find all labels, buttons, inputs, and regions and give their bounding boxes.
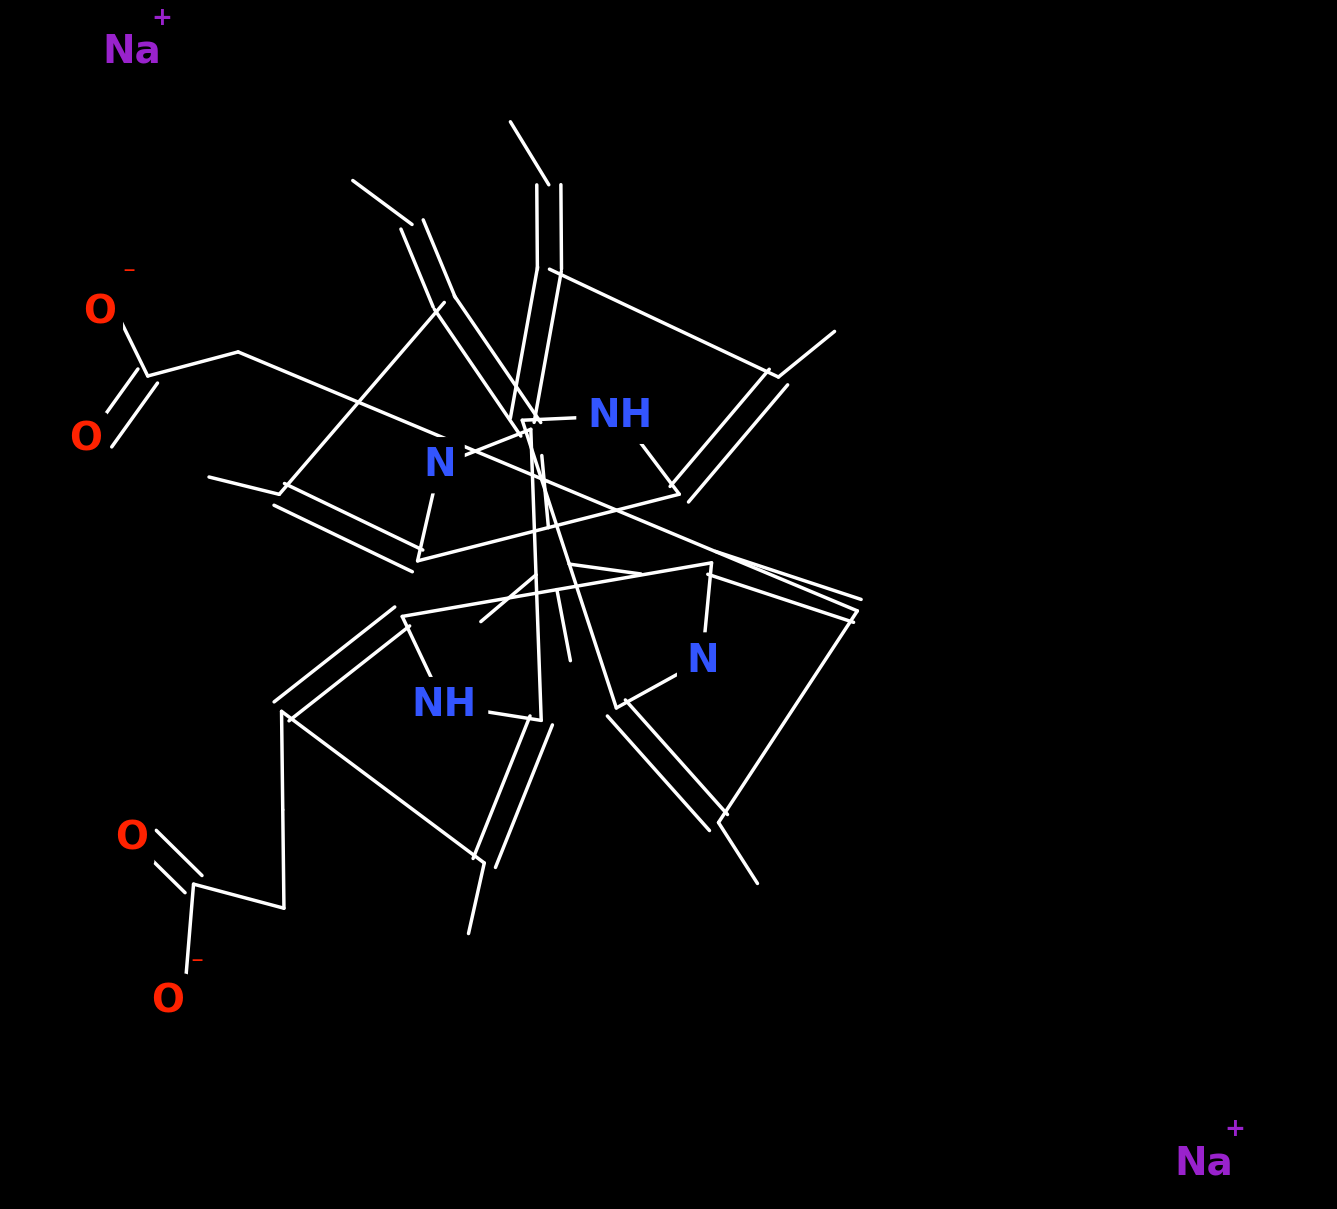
Text: Na: Na — [1175, 1144, 1234, 1182]
Text: NH: NH — [406, 683, 481, 727]
Text: NH: NH — [412, 687, 477, 724]
Text: NH: NH — [588, 397, 652, 435]
Text: O: O — [110, 817, 147, 861]
Text: N: N — [421, 444, 459, 487]
Text: NH: NH — [583, 394, 658, 438]
Text: O: O — [70, 421, 102, 459]
Text: N: N — [422, 446, 456, 485]
Text: ⁻: ⁻ — [123, 264, 135, 288]
Text: O: O — [79, 290, 116, 334]
Text: +: + — [1225, 1117, 1246, 1141]
Text: O: O — [83, 293, 116, 331]
Text: ⁻: ⁻ — [190, 954, 203, 978]
Text: +: + — [152, 6, 172, 30]
Text: O: O — [151, 983, 185, 1020]
Text: N: N — [683, 640, 721, 682]
Text: O: O — [64, 418, 102, 462]
Text: O: O — [146, 980, 185, 1023]
Text: N: N — [686, 642, 718, 679]
Text: Na: Na — [102, 33, 160, 71]
Text: O: O — [115, 820, 147, 858]
